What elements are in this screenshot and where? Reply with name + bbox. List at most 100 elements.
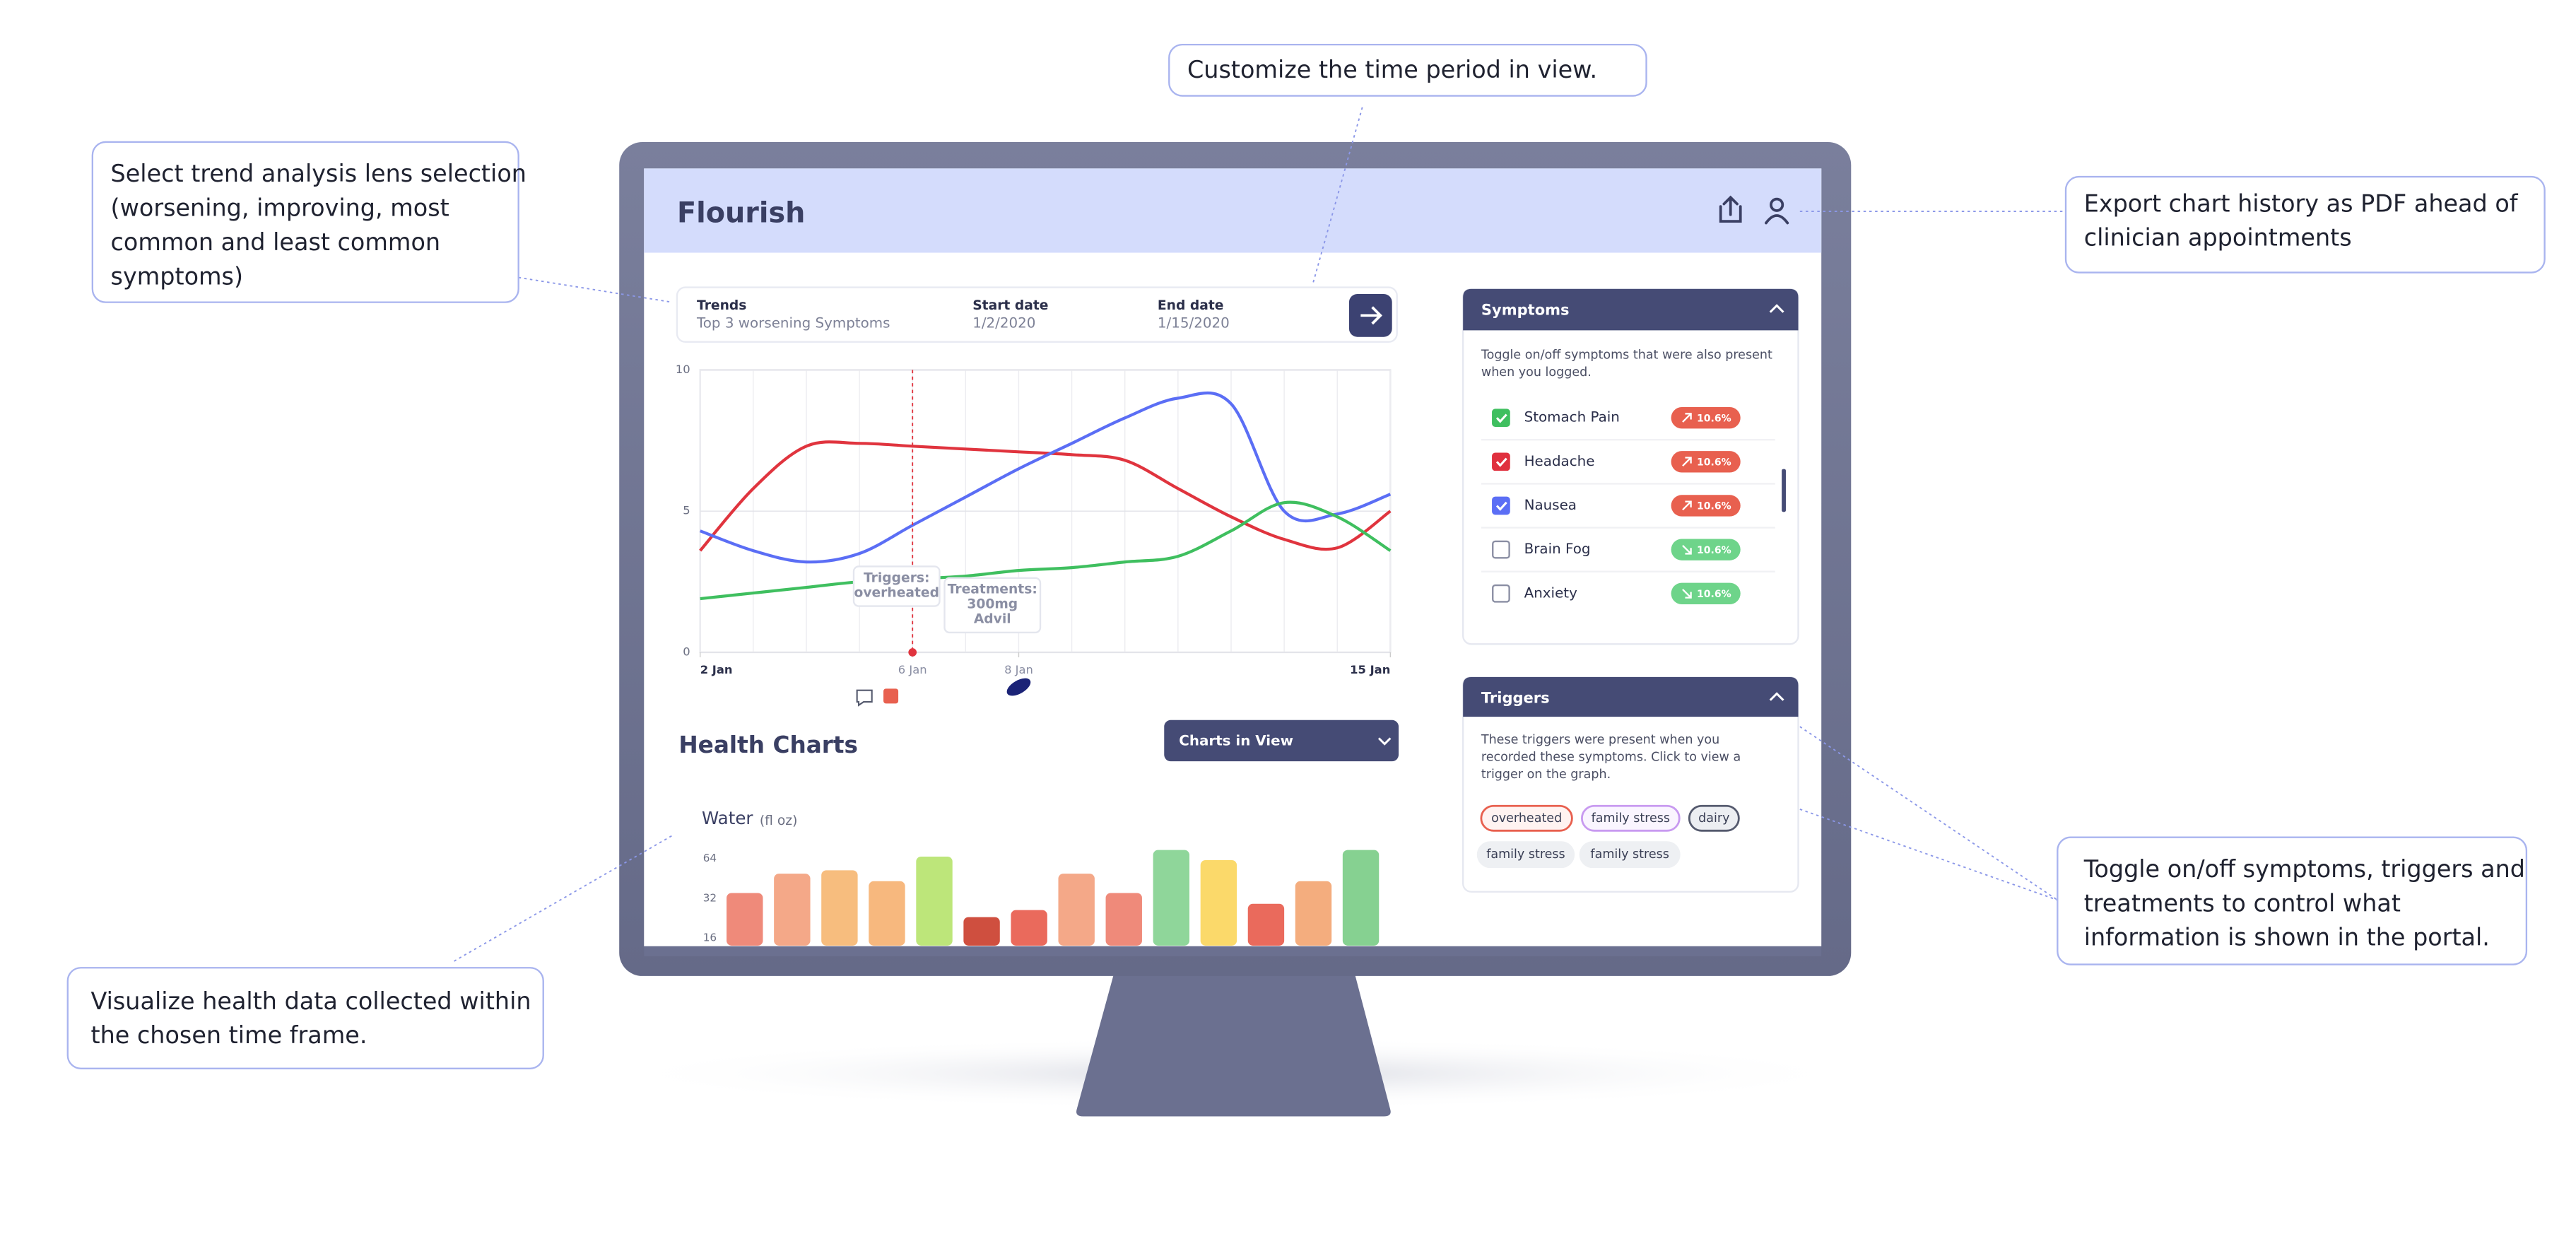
change-text: 10.6% [1697, 589, 1731, 600]
trend-arrow [1682, 589, 1692, 599]
chart-title: Water [702, 808, 753, 828]
export-icon[interactable] [1719, 195, 1742, 223]
field-label: End date [1158, 298, 1224, 313]
y-tick-label: 64 [703, 852, 717, 864]
trigger-chip[interactable] [1480, 804, 1573, 832]
scrollbar[interactable] [1782, 469, 1786, 512]
connector [1799, 809, 2058, 901]
checkbox[interactable] [1492, 584, 1510, 603]
change-text: 10.6% [1697, 413, 1731, 424]
panel-text: recorded these symptoms. Click to view a [1481, 750, 1741, 764]
tooltip-text: overheated [854, 585, 939, 600]
trends-card[interactable] [676, 286, 1398, 343]
annotation-text: Visualize health data collected within [91, 987, 531, 1015]
tooltip-text: Treatments: [948, 582, 1037, 597]
trend-arrow [1682, 457, 1692, 466]
annotation-text: information is shown in the portal. [2084, 924, 2490, 951]
trend-arrow [1682, 413, 1692, 423]
x-tick-label: 15 Jan [1350, 663, 1390, 676]
symptom-name: Headache [1524, 453, 1595, 469]
x-tick-label: 6 Jan [898, 663, 927, 676]
app-header [644, 168, 1822, 253]
annotation-text: (worsening, improving, most [111, 194, 449, 222]
x-tick-label: 2 Jan [700, 663, 733, 676]
trend-arrow [1682, 544, 1692, 555]
tooltip-text: Triggers: [864, 570, 930, 585]
chip-label: family stress [1592, 811, 1670, 826]
water-bar [1247, 903, 1285, 946]
water-bar [1105, 893, 1142, 946]
tooltip [943, 577, 1042, 634]
x-tick-label: 8 Jan [1004, 663, 1033, 676]
change-text: 10.6% [1697, 501, 1731, 512]
profile-icon[interactable] [1765, 197, 1789, 225]
tooltip-text: Advil [974, 612, 1011, 627]
panel-text: These triggers were present when you [1481, 733, 1719, 747]
panel-title: Symptoms [1481, 300, 1570, 318]
y-tick-label: 32 [703, 891, 717, 904]
annotation-text: common and least common [111, 228, 441, 256]
chip-label: family stress [1486, 847, 1565, 862]
annotation-text: the chosen time frame. [91, 1021, 367, 1049]
chip-label: family stress [1590, 847, 1669, 862]
symptom-name: Stomach Pain [1524, 409, 1620, 425]
annotation-text: treatments to control what [2084, 889, 2401, 917]
checkbox[interactable] [1492, 452, 1510, 471]
trigger-chip[interactable] [1688, 804, 1740, 832]
checkbox[interactable] [1492, 496, 1510, 515]
water-bar [1295, 881, 1332, 946]
checkmark [1495, 413, 1507, 423]
arrow-icon [1360, 306, 1382, 325]
chevrons [1769, 304, 1784, 701]
field-value: 1/15/2020 [1158, 315, 1230, 331]
trend-arrow [1682, 500, 1692, 511]
symptoms-header[interactable] [1463, 288, 1799, 331]
trigger-chip[interactable] [1579, 841, 1681, 869]
checkbox[interactable] [1492, 409, 1510, 428]
triggers-header[interactable] [1463, 677, 1799, 717]
annotation-text: clinician appointments [2084, 224, 2352, 252]
flag-icon[interactable] [883, 688, 899, 704]
trigger-dot[interactable] [908, 648, 917, 657]
annotation-text: Export chart history as PDF ahead of [2084, 189, 2519, 217]
trigger-chip[interactable] [1581, 804, 1681, 832]
change-text: 10.6% [1697, 545, 1731, 556]
header-icons [1719, 195, 1789, 225]
symptom-name: Nausea [1524, 497, 1577, 513]
chart-unit: (fl oz) [760, 814, 798, 828]
water-bar [774, 874, 811, 946]
checkmark [1495, 501, 1507, 511]
annotation-text: Toggle on/off symptoms, triggers and [2083, 855, 2525, 883]
charts-dropdown[interactable] [1164, 720, 1399, 762]
comment-icon[interactable] [856, 689, 873, 707]
dropdown-label[interactable]: Charts in View [1179, 733, 1293, 749]
app-title: Flourish [677, 196, 805, 229]
annotation-box [2064, 175, 2546, 274]
dropdown-chevron [1377, 737, 1392, 746]
checkmark [1495, 457, 1507, 467]
annotation-text: Select trend analysis lens selection [111, 160, 527, 187]
trigger-chip[interactable] [1476, 841, 1575, 869]
annotation-box [2057, 836, 2528, 965]
change-text: 10.6% [1697, 457, 1731, 469]
monitor-stand [1076, 970, 1391, 1117]
water-bar [1011, 910, 1047, 946]
annotation-box [1168, 43, 1647, 97]
checkbox[interactable] [1492, 540, 1510, 559]
section-title: Health Charts [678, 732, 858, 758]
tooltip [852, 565, 941, 607]
field-value: Top 3 worsening Symptoms [696, 315, 890, 331]
annotation-text: symptoms) [111, 262, 243, 290]
screen-clip [644, 946, 1822, 956]
symptom-name: Anxiety [1524, 585, 1577, 601]
annotation-box [66, 967, 544, 1069]
field-value: 1/2/2020 [972, 315, 1035, 331]
treatment-marker[interactable] [1004, 675, 1034, 700]
change-badge [1671, 406, 1741, 429]
symptoms-panel [1462, 288, 1799, 645]
connector [454, 835, 673, 962]
panel-title: Triggers [1481, 688, 1550, 706]
y-tick-label: 5 [683, 504, 690, 517]
water-bar [1342, 850, 1380, 946]
